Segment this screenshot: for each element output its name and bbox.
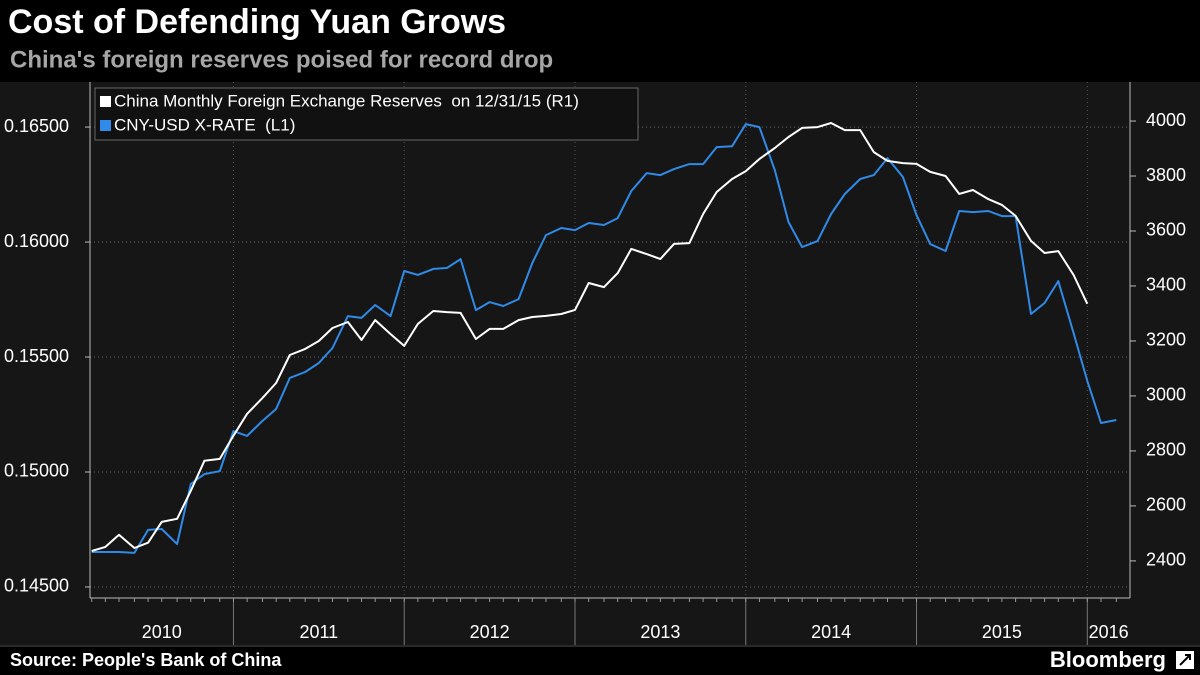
plot-panel <box>0 82 1200 645</box>
series-line <box>91 123 1117 554</box>
brand-icon <box>1176 651 1194 669</box>
y-tick-label: 0.15500 <box>4 346 69 366</box>
y2-tick-label: 2800 <box>1146 440 1186 460</box>
chart-subtitle: China's foreign reserves poised for reco… <box>10 46 553 73</box>
y-tick-label: 0.16000 <box>4 231 69 251</box>
x-tick-label: 2015 <box>982 622 1022 642</box>
legend-label: CNY-USD X-RATE (L1) <box>114 115 295 134</box>
brand: Bloomberg <box>1050 647 1166 672</box>
legend-box <box>94 87 639 141</box>
legend-label: China Monthly Foreign Exchange Reserves … <box>114 91 579 110</box>
y2-tick-label: 2600 <box>1146 495 1186 515</box>
chart-title: Cost of Defending Yuan Grows <box>8 3 506 41</box>
y2-tick-label: 3800 <box>1146 165 1186 185</box>
legend: China Monthly Foreign Exchange Reserves … <box>94 87 639 141</box>
series-line <box>91 122 1089 552</box>
x-tick-label: 2012 <box>470 622 510 642</box>
brand-icon-arrow <box>1179 654 1191 666</box>
y2-tick-label: 2400 <box>1146 550 1186 570</box>
y2-tick-label: 3400 <box>1146 275 1186 295</box>
x-tick-label: 2011 <box>299 622 338 642</box>
y-tick-label: 0.16500 <box>4 116 69 136</box>
y-tick-label: 0.15000 <box>4 461 69 481</box>
x-tick-label: 2010 <box>142 622 182 642</box>
x-tick-label: 2013 <box>640 622 680 642</box>
y2-tick-label: 3600 <box>1146 220 1186 240</box>
source: Source: People's Bank of China <box>10 650 282 670</box>
x-tick-label: 2016 <box>1089 622 1129 642</box>
y2-tick-label: 3200 <box>1146 330 1186 350</box>
y2-tick-label: 4000 <box>1146 110 1186 130</box>
legend-swatch <box>100 96 111 107</box>
legend-swatch <box>100 120 111 131</box>
x-tick-label: 2014 <box>811 622 851 642</box>
y-tick-label: 0.14500 <box>4 576 69 596</box>
y2-tick-label: 3000 <box>1146 385 1186 405</box>
